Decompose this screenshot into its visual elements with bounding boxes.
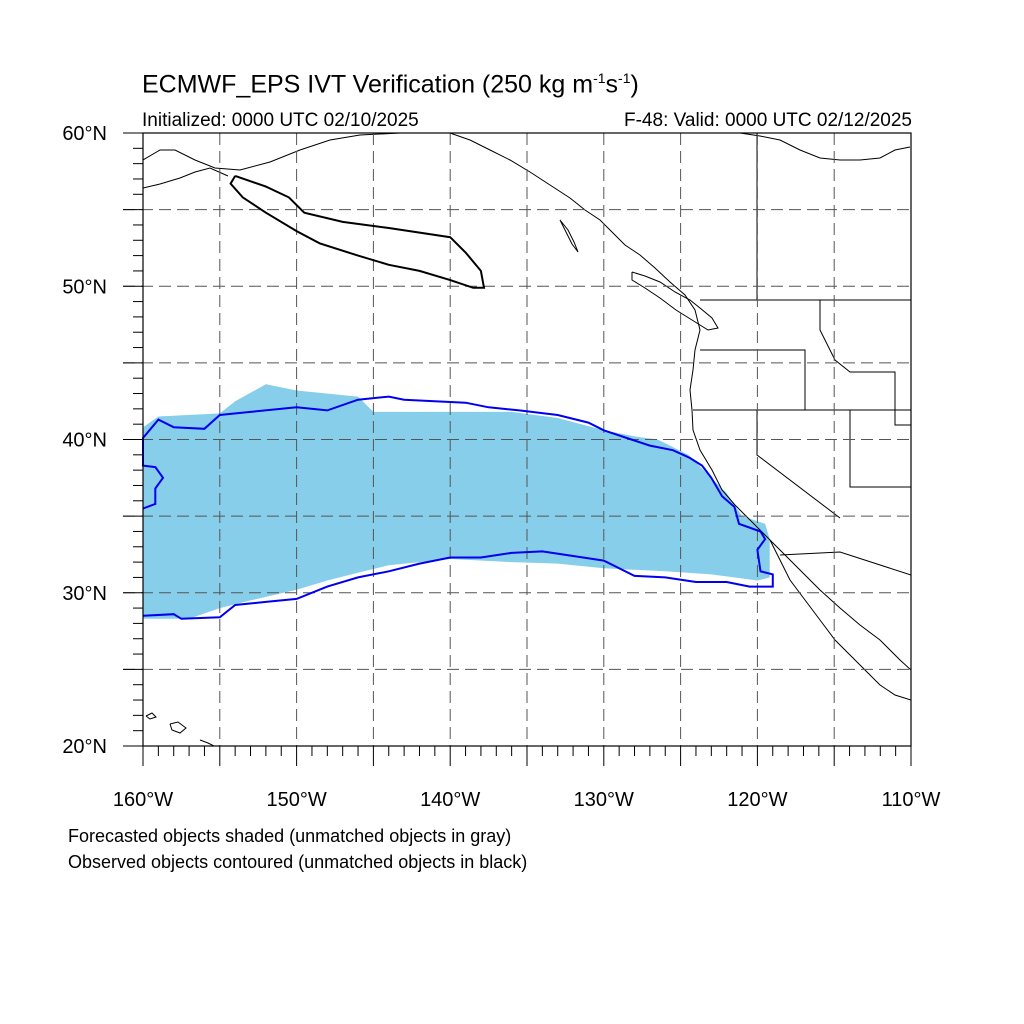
latitude-label: 50°N (62, 276, 107, 298)
latitude-label: 40°N (62, 430, 107, 452)
longitude-label: 160°W (113, 789, 173, 811)
observed-object-unmatched-contour (229, 174, 486, 289)
hawaii-islands-2 (169, 721, 187, 734)
title-mid: s (605, 70, 619, 99)
title-suffix: ) (630, 70, 639, 99)
vancouver-island (631, 271, 719, 331)
tick-marks (123, 132, 912, 766)
chart-title: ECMWF_EPS IVT Verification (250 kg m-1s-… (142, 70, 639, 99)
longitude-label: 150°W (266, 789, 326, 811)
forecast-object-shading (143, 384, 770, 619)
valid-time: F-48: Valid: 0000 UTC 02/12/2025 (624, 110, 912, 131)
haida-gwaii (559, 219, 579, 253)
baja-california (769, 539, 911, 701)
latitude-label: 30°N (62, 583, 107, 605)
north-america-west-coast (739, 133, 911, 161)
alaska-peninsula (143, 167, 229, 189)
longitude-label: 130°W (574, 789, 634, 811)
hawaii-islands-3 (199, 739, 215, 746)
graticule (123, 133, 911, 746)
initialized-time: Initialized: 0000 UTC 02/10/2025 (142, 110, 419, 131)
longitude-label: 110°W (882, 789, 941, 811)
hawaii-islands (145, 712, 157, 720)
title-exponent-1: -1 (593, 70, 606, 86)
gulf-of-alaska-coast (449, 133, 911, 671)
title-prefix: ECMWF_EPS IVT Verification (250 kg m (142, 70, 594, 99)
latitude-label: 60°N (62, 123, 107, 145)
observed-object-matched-contour (142, 395, 774, 620)
title-exponent-2: -1 (618, 70, 631, 86)
longitude-label: 120°W (727, 789, 787, 811)
latitude-labels: 20°N 30°N 40°N 50°N 60°N (62, 123, 107, 758)
alaska-coast (143, 133, 401, 171)
coastlines (143, 133, 911, 746)
forecast-caption: Forecasted objects shaded (unmatched obj… (68, 826, 512, 846)
longitude-labels: 160°W 150°W 140°W 130°W 120°W 110°W (113, 789, 941, 811)
latitude-label: 20°N (62, 736, 107, 758)
observed-caption: Observed objects contoured (unmatched ob… (68, 852, 528, 872)
longitude-label: 140°W (420, 789, 480, 811)
map-frame (142, 132, 912, 747)
